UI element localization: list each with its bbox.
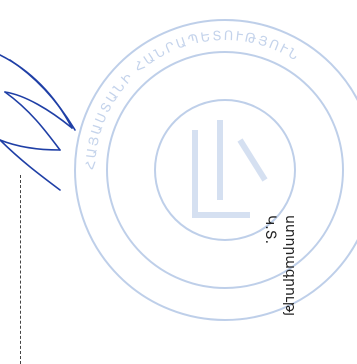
signature-initials: Կ.Տ. bbox=[260, 215, 280, 316]
signature-line bbox=[20, 175, 21, 364]
handwritten-signature bbox=[0, 0, 110, 230]
signature-label: ստորագրությ bbox=[280, 215, 300, 316]
signature-caption: ստորագրությ Կ.Տ. bbox=[260, 215, 300, 316]
